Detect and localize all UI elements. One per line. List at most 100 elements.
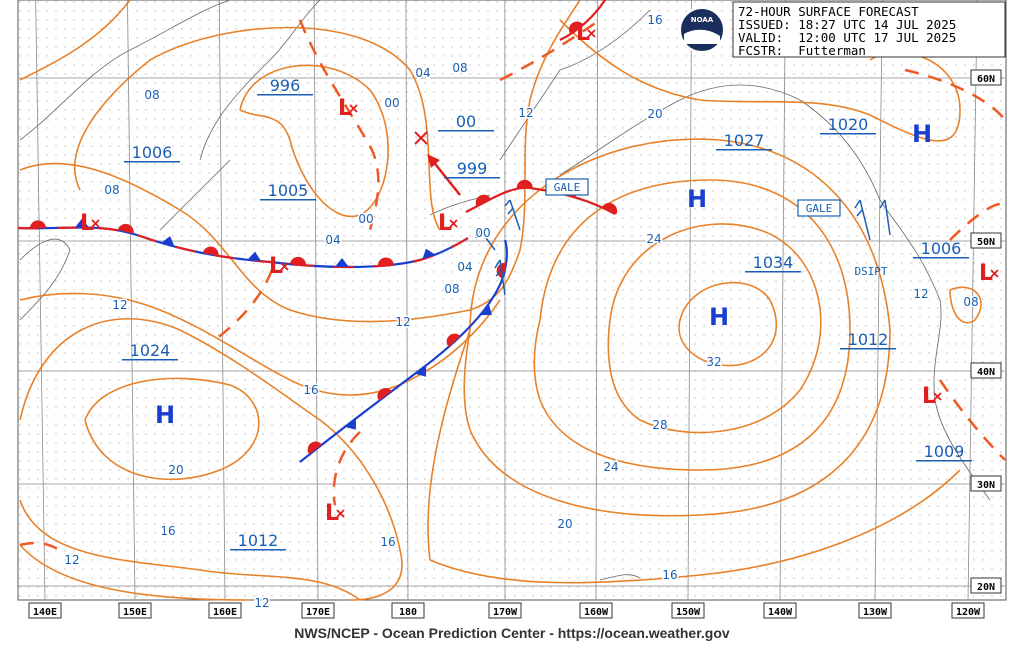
pressure-label: 999 — [457, 159, 488, 178]
low-x — [933, 392, 942, 401]
lat-label-box — [970, 362, 1002, 379]
pressure-label: 996 — [270, 76, 301, 95]
warning-box — [545, 178, 589, 196]
cold-symbol — [74, 218, 89, 228]
lon-label: 160W — [584, 607, 609, 618]
lat-label: 40N — [977, 367, 995, 378]
warm-symbol — [117, 223, 134, 234]
lon-label: 180 — [399, 607, 417, 618]
isobar-label: 20 — [647, 107, 662, 121]
pressure-label-underline — [122, 359, 178, 361]
isobar-label: 12 — [112, 298, 127, 312]
pressure-label-underline — [438, 130, 494, 132]
lon-label: 130W — [863, 607, 888, 618]
isobar-label: 04 — [415, 66, 430, 80]
pressure-label-underline — [745, 271, 801, 273]
isobar-label: 16 — [160, 524, 175, 538]
warm-front — [465, 186, 616, 215]
warm-symbol — [29, 220, 46, 229]
pressure-label: 1034 — [753, 253, 794, 272]
wind-barbs — [475, 199, 891, 296]
arrow-head — [427, 154, 440, 168]
coastlines — [19, 0, 991, 581]
isobar-label: 16 — [647, 13, 662, 27]
warm-symbol — [377, 387, 392, 401]
forecast-position — [414, 131, 428, 145]
meridian — [874, 0, 883, 601]
low-center: L — [325, 501, 339, 526]
pressure-label: 1012 — [238, 531, 279, 550]
lon-label: 140E — [33, 607, 57, 618]
lon-label: 170E — [306, 607, 330, 618]
graticule — [18, 0, 1005, 601]
low-x — [449, 219, 458, 228]
lat-label: 20N — [977, 582, 995, 593]
isobar-label: 20 — [168, 463, 183, 477]
warm-symbol — [475, 194, 491, 207]
pressure-label: 1012 — [848, 330, 889, 349]
warm-symbol — [290, 256, 306, 266]
low-center: L — [979, 261, 993, 286]
warm-symbol — [377, 257, 394, 267]
isobar-label: 00 — [475, 226, 490, 240]
pressure-label: 1006 — [132, 143, 173, 162]
warm-symbol — [516, 179, 533, 189]
logo-text: NOAA — [691, 16, 714, 24]
isobar-label: 28 — [652, 418, 667, 432]
warm-front — [559, 0, 606, 41]
footer: NWS/NCEP - Ocean Prediction Center - htt… — [294, 625, 730, 641]
low-x — [349, 104, 358, 113]
warning-label: GALE — [554, 181, 581, 194]
pressure-label-underline — [916, 460, 972, 462]
isobar-label: 08 — [104, 183, 119, 197]
warm-symbol — [307, 441, 322, 455]
lon-label-box — [488, 602, 522, 619]
cold-symbol — [160, 236, 175, 247]
cold-symbol — [247, 251, 262, 262]
isobar-label: 04 — [325, 233, 340, 247]
warning-box — [797, 199, 841, 217]
warm-symbol — [601, 202, 618, 215]
isobar-label: 12 — [518, 106, 533, 120]
pressure-label: 1024 — [130, 341, 171, 360]
cold-symbol — [344, 418, 356, 430]
pressure-label-underline — [230, 549, 286, 551]
lon-label: 160E — [213, 607, 237, 618]
cold-symbol — [422, 248, 436, 260]
lon-label-box — [118, 602, 152, 619]
lat-label: 30N — [977, 480, 995, 491]
isobar-label: 08 — [144, 88, 159, 102]
lon-label: 140W — [768, 607, 793, 618]
lat-label-box — [970, 232, 1002, 249]
low-center: L — [269, 254, 283, 279]
isobar-label: 20 — [557, 517, 572, 531]
lon-label: 150W — [676, 607, 701, 618]
low-center: L — [576, 21, 590, 46]
map-background — [18, 0, 1006, 600]
fronts — [17, 0, 618, 463]
labels: 140E 150E 160E 170E 180 170W 160W 150W 140W 130W 1… — [28, 12, 1002, 619]
pressure-label-underline — [444, 177, 500, 179]
isobar-label: 08 — [444, 282, 459, 296]
lon-label-box — [671, 602, 705, 619]
meridian — [218, 0, 226, 601]
lon-label-box — [28, 602, 62, 619]
high-center: H — [709, 303, 729, 331]
meridian — [595, 0, 599, 601]
pressure-label-underline — [913, 257, 969, 259]
isobar-label: 12 — [254, 596, 269, 610]
high-center: H — [155, 401, 175, 429]
warm-symbol — [569, 21, 584, 35]
pressure-label-underline — [820, 133, 876, 135]
isobar-label: 12 — [913, 287, 928, 301]
isobar-label: 16 — [662, 568, 677, 582]
dashed-troughs — [19, 18, 1006, 552]
pressure-label-underline — [840, 348, 896, 350]
warning-label: DSIPT — [854, 265, 887, 278]
low-center: L — [438, 211, 452, 236]
isobar-label: 00 — [358, 212, 373, 226]
low-x — [91, 219, 100, 228]
lon-label-box — [763, 602, 797, 619]
pressure-label: 1006 — [921, 239, 962, 258]
